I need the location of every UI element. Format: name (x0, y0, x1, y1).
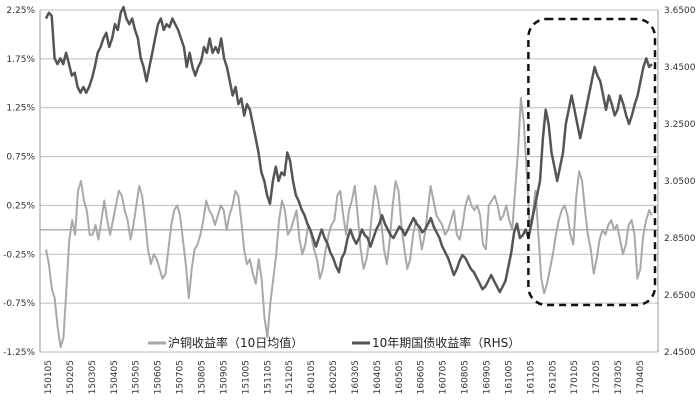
x-tick-label: 150605 (154, 360, 164, 394)
x-tick-label: 150305 (88, 360, 98, 394)
left-tick-label: 1.75% (6, 55, 35, 65)
highlight-box (527, 17, 657, 307)
x-tick-label: 170405 (636, 360, 646, 394)
x-tick-label: 150405 (110, 360, 120, 394)
x-tick-label: 160405 (373, 360, 383, 394)
right-tick-label: 2.8500 (664, 234, 696, 244)
x-tick-label: 160805 (461, 360, 471, 394)
legend: 沪铜收益率（10日均值） 10年期国债收益率（RHS） (148, 335, 520, 350)
x-tick-label: 150905 (219, 360, 229, 394)
right-tick-label: 2.6500 (664, 291, 696, 301)
right-tick-label: 3.6500 (664, 6, 696, 16)
x-tick-label: 150105 (44, 360, 54, 394)
axis-layer: -1.25% -0.75% -0.25% 0.25% 0.75% 1.25% 1.75% 2.… (3, 6, 696, 394)
legend-label-copper: 沪铜收益率（10日均值） (168, 335, 303, 350)
x-tick-label: 150205 (66, 360, 76, 394)
series-line-bond (44, 5, 653, 294)
left-tick-label: 2.25% (6, 6, 35, 16)
x-tick-label: 170105 (570, 360, 580, 394)
x-tick-label: 150705 (176, 360, 186, 394)
grid-layer (40, 9, 658, 353)
right-tick-label: 2.4500 (664, 348, 696, 358)
x-tick-label: 160105 (307, 360, 317, 394)
x-tick-label: 170205 (592, 360, 602, 394)
left-tick-label: 1.25% (6, 104, 35, 114)
right-tick-label: 3.0500 (664, 177, 696, 187)
x-tick-label: 151105 (263, 360, 273, 394)
x-tick-label: 160205 (329, 360, 339, 394)
x-tick-label: 160305 (351, 360, 361, 394)
series-layer (44, 5, 653, 349)
x-tick-label: 160505 (395, 360, 405, 394)
right-tick-label: 3.2500 (664, 120, 696, 130)
x-tick-label: 150505 (132, 360, 142, 394)
x-tick-label: 161205 (548, 360, 558, 394)
left-tick-label: 0.25% (6, 201, 35, 211)
left-tick-label: -0.75% (3, 299, 35, 309)
x-tick-label: 150805 (197, 360, 207, 394)
x-tick-label: 160605 (417, 360, 427, 394)
x-tick-label: 161105 (526, 360, 536, 394)
x-tick-label: 161005 (504, 360, 514, 394)
annotation-layer (527, 17, 657, 307)
left-tick-label: -1.25% (3, 348, 35, 358)
x-tick-label: 170305 (614, 360, 624, 394)
x-tick-label: 151005 (241, 360, 251, 394)
x-tick-label: 160905 (483, 360, 493, 394)
left-tick-label: -0.25% (3, 250, 35, 260)
x-tick-label: 160705 (439, 360, 449, 394)
x-tick-label: 151205 (285, 360, 295, 394)
right-tick-label: 3.4500 (664, 63, 696, 73)
series-line-copper (45, 96, 653, 349)
left-tick-label: 0.75% (6, 153, 35, 163)
legend-label-bond: 10年期国债收益率（RHS） (372, 335, 520, 350)
